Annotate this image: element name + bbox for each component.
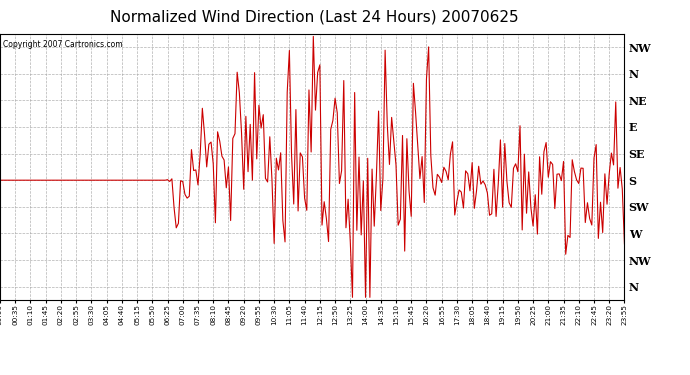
Text: Copyright 2007 Cartronics.com: Copyright 2007 Cartronics.com [3, 40, 123, 50]
Text: Normalized Wind Direction (Last 24 Hours) 20070625: Normalized Wind Direction (Last 24 Hours… [110, 9, 518, 24]
